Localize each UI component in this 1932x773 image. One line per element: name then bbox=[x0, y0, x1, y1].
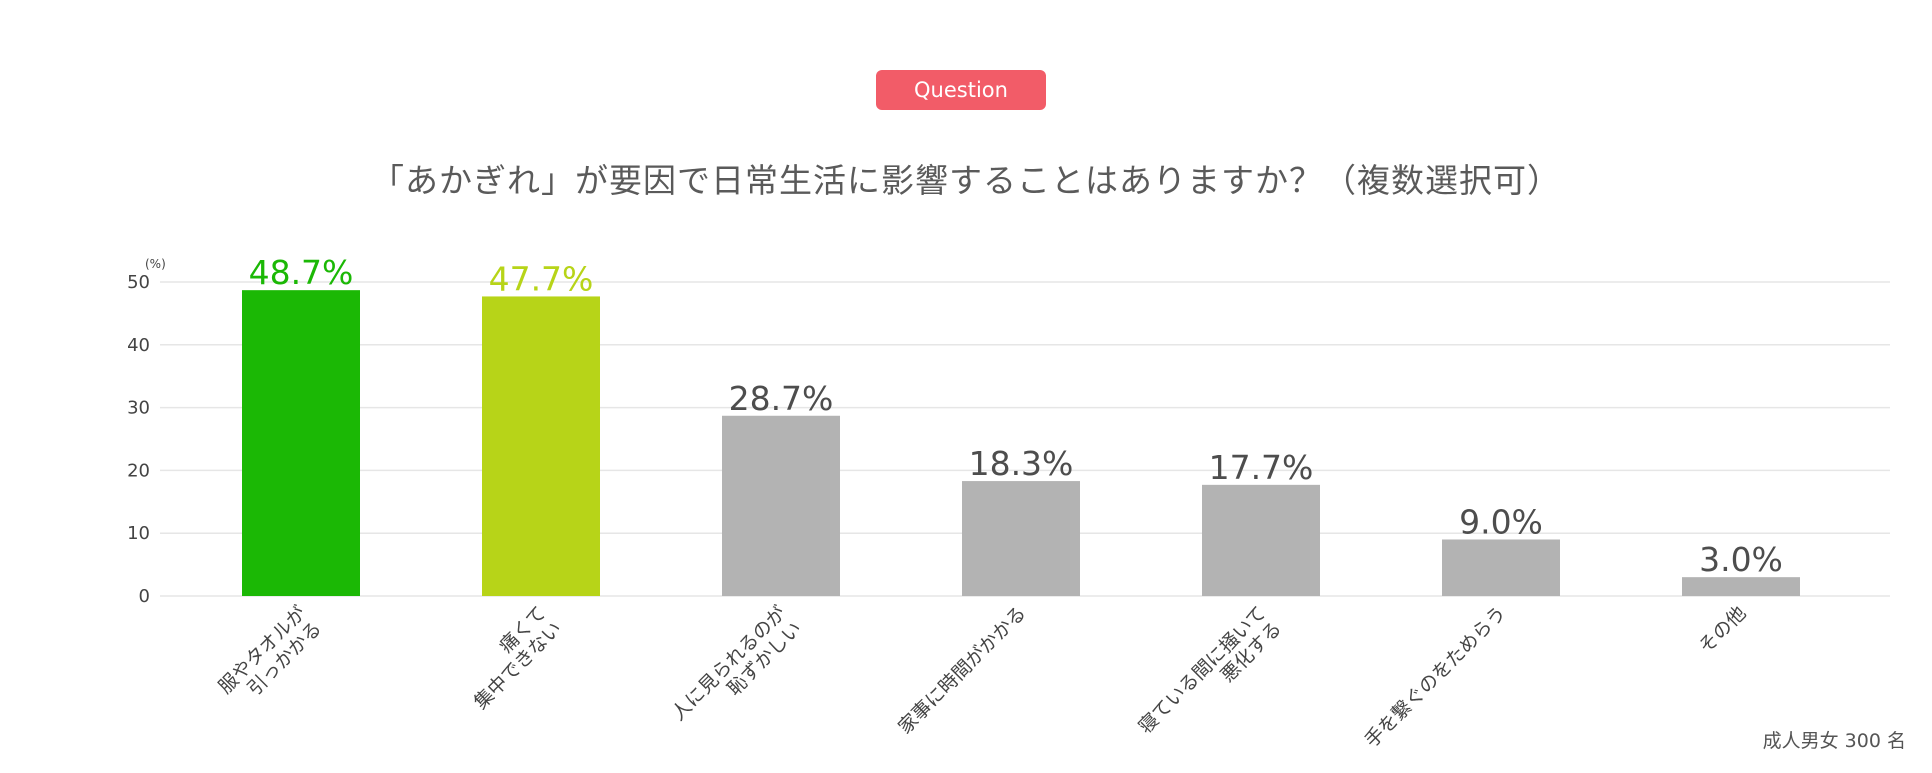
category-label-line: 家事に時間がかかる bbox=[894, 602, 1030, 738]
y-tick-label: 40 bbox=[127, 335, 150, 356]
y-tick-label: 50 bbox=[127, 272, 150, 293]
value-label: 28.7% bbox=[729, 379, 834, 418]
bars bbox=[242, 290, 1800, 596]
question-badge: Question bbox=[876, 70, 1046, 110]
y-tick-label: 20 bbox=[127, 460, 150, 481]
value-labels: 48.7% 47.7% 28.7% 18.3% 17.7% 9.0% 3.0% bbox=[249, 253, 1783, 579]
value-label: 17.7% bbox=[1209, 448, 1314, 487]
value-label: 47.7% bbox=[489, 259, 594, 298]
y-axis-unit: (%) bbox=[145, 257, 166, 271]
category-label-line: その他 bbox=[1695, 602, 1751, 658]
category-label: 手を繋ぐのをためらう bbox=[1361, 602, 1511, 752]
value-label: 9.0% bbox=[1459, 502, 1543, 541]
y-axis: 0 10 20 30 40 50(%) bbox=[127, 257, 166, 607]
y-tick-label: 0 bbox=[139, 586, 150, 607]
value-label: 3.0% bbox=[1699, 540, 1783, 579]
category-label: 家事に時間がかかる bbox=[894, 602, 1030, 738]
bar bbox=[1682, 577, 1800, 596]
category-label-line: 手を繋ぐのをためらう bbox=[1361, 602, 1511, 752]
category-label: その他 bbox=[1695, 602, 1751, 658]
bar bbox=[1202, 484, 1320, 596]
bar bbox=[482, 296, 600, 596]
bar bbox=[1442, 539, 1560, 596]
grid-lines bbox=[160, 281, 1890, 597]
chart-title: 「あかぎれ」が要因で日常生活に影響することはありますか？（複数選択可） bbox=[371, 161, 1561, 200]
y-tick-label: 10 bbox=[127, 523, 150, 544]
bar bbox=[242, 290, 360, 596]
value-label: 48.7% bbox=[249, 253, 354, 292]
bar bbox=[962, 481, 1080, 596]
sample-size-note: 成人男女 300 名 bbox=[1762, 730, 1906, 752]
bar bbox=[722, 415, 840, 596]
category-label-line: 寝ている間に掻いて bbox=[1134, 602, 1270, 738]
y-tick-label: 30 bbox=[127, 398, 150, 419]
value-label: 18.3% bbox=[969, 444, 1074, 483]
